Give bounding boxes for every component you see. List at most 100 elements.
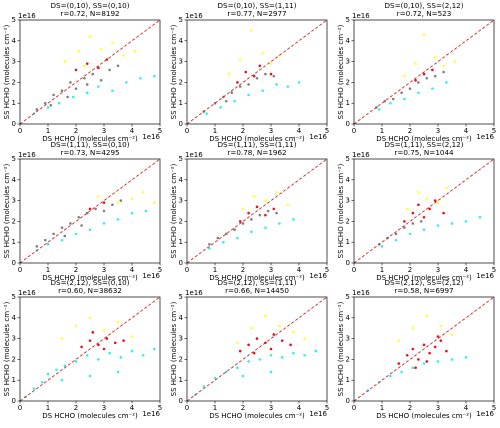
- point: [66, 95, 69, 99]
- x-tick-label: 1: [46, 404, 50, 412]
- point: [111, 89, 114, 93]
- point: [230, 91, 234, 95]
- axes-frame: [353, 158, 495, 264]
- point: [153, 74, 156, 78]
- x-axis-label: DS HCHO (molecules cm⁻²): [376, 135, 472, 143]
- x-tick-label: 3: [436, 127, 440, 135]
- point: [88, 228, 92, 232]
- point: [238, 85, 242, 88]
- panel: DS=(2,12), SS=(1,11)r=0.66, N=14450 0 1 2 3 4…: [170, 278, 329, 420]
- point: [286, 203, 290, 207]
- y-offset: 1e16: [18, 289, 36, 297]
- panel: DS=(2,12), SS=(2,12)r=0.58, N=6997 0 1 2 3 4 5…: [337, 278, 496, 420]
- point: [88, 339, 92, 342]
- point: [85, 83, 89, 86]
- point: [264, 199, 267, 202]
- y-tick-label: 5: [179, 155, 183, 163]
- point: [250, 230, 253, 234]
- x-tick-label: 3: [269, 404, 273, 412]
- x-tick-label: 5: [158, 127, 162, 135]
- y-tick-label: 4: [12, 314, 17, 322]
- x-tick-label: 3: [269, 266, 273, 274]
- panel-title: DS=(0,10), SS=(1,11): [217, 1, 296, 10]
- point: [405, 207, 409, 211]
- x-tick-label: 3: [102, 127, 106, 135]
- point: [247, 83, 250, 86]
- panel: DS=(1,11), SS=(1,11)r=0.78, N=1962 0 1 2 3 4 5…: [170, 140, 329, 282]
- point: [425, 314, 429, 318]
- y-tick-label: 1: [179, 99, 183, 107]
- y-tick-label: 5: [12, 16, 16, 24]
- point: [233, 99, 236, 103]
- point: [269, 62, 273, 65]
- point: [88, 35, 92, 38]
- point: [35, 108, 39, 111]
- point: [74, 68, 78, 72]
- point: [46, 372, 50, 376]
- point: [292, 218, 295, 221]
- point: [63, 234, 67, 238]
- x-axis-label: DS HCHO (molecules cm⁻²): [209, 135, 305, 143]
- point: [252, 74, 256, 78]
- point: [377, 108, 381, 111]
- point: [69, 222, 72, 225]
- y-offset: 1e16: [352, 12, 370, 20]
- x-tick-label: 3: [269, 127, 273, 135]
- y-tick-label: 2: [179, 217, 183, 225]
- point: [403, 220, 406, 223]
- axes-frame: [186, 158, 328, 264]
- y-offset: 1e16: [352, 151, 370, 159]
- point: [241, 207, 245, 211]
- panel: DS=(0,10), SS=(2,12)r=0.72, N=523 0 1 2 3 4 5 0…: [337, 1, 496, 143]
- x-offset: 1e16: [476, 133, 494, 141]
- x-offset: 1e16: [476, 272, 494, 280]
- point: [436, 201, 440, 204]
- point: [74, 87, 78, 90]
- point: [153, 347, 156, 351]
- panel-title: DS=(1,11), SS=(2,12): [384, 140, 463, 149]
- identity-line: [186, 19, 328, 125]
- point: [116, 370, 120, 374]
- point: [405, 353, 409, 357]
- point: [97, 343, 100, 347]
- point: [433, 56, 437, 59]
- y-tick-label: 4: [346, 176, 351, 184]
- point: [397, 339, 401, 342]
- point: [32, 387, 36, 390]
- x-tick-label: 4: [297, 404, 302, 412]
- point: [297, 81, 301, 84]
- point: [478, 215, 482, 219]
- x-tick-label: 5: [492, 404, 496, 412]
- point: [417, 91, 420, 95]
- point: [241, 374, 245, 378]
- y-tick-label: 3: [12, 197, 16, 205]
- axes-frame: [353, 296, 495, 402]
- panel-subtitle: r=0.66, N=14450: [225, 286, 289, 295]
- point: [411, 366, 415, 370]
- y-tick-label: 2: [346, 78, 350, 86]
- point: [122, 339, 125, 342]
- point: [400, 370, 403, 374]
- point: [119, 199, 123, 202]
- y-tick-label: 1: [12, 238, 16, 246]
- x-offset: 1e16: [309, 133, 327, 141]
- y-axis-label: SS HCHO (molecules cm⁻²): [337, 163, 345, 258]
- point: [77, 49, 81, 53]
- point: [99, 47, 103, 51]
- x-offset: 1e16: [309, 272, 327, 280]
- point: [286, 85, 290, 88]
- point: [85, 62, 89, 65]
- y-tick-label: 3: [179, 335, 183, 343]
- point: [414, 62, 417, 65]
- point: [422, 215, 426, 219]
- point: [60, 378, 64, 382]
- point: [436, 224, 440, 227]
- panel-subtitle: r=0.77, N=2977: [227, 9, 286, 18]
- point: [108, 351, 111, 355]
- point: [69, 81, 72, 84]
- point: [88, 316, 92, 320]
- point: [247, 211, 250, 215]
- x-tick-label: 1: [46, 266, 50, 274]
- point: [422, 343, 426, 347]
- point: [250, 29, 253, 32]
